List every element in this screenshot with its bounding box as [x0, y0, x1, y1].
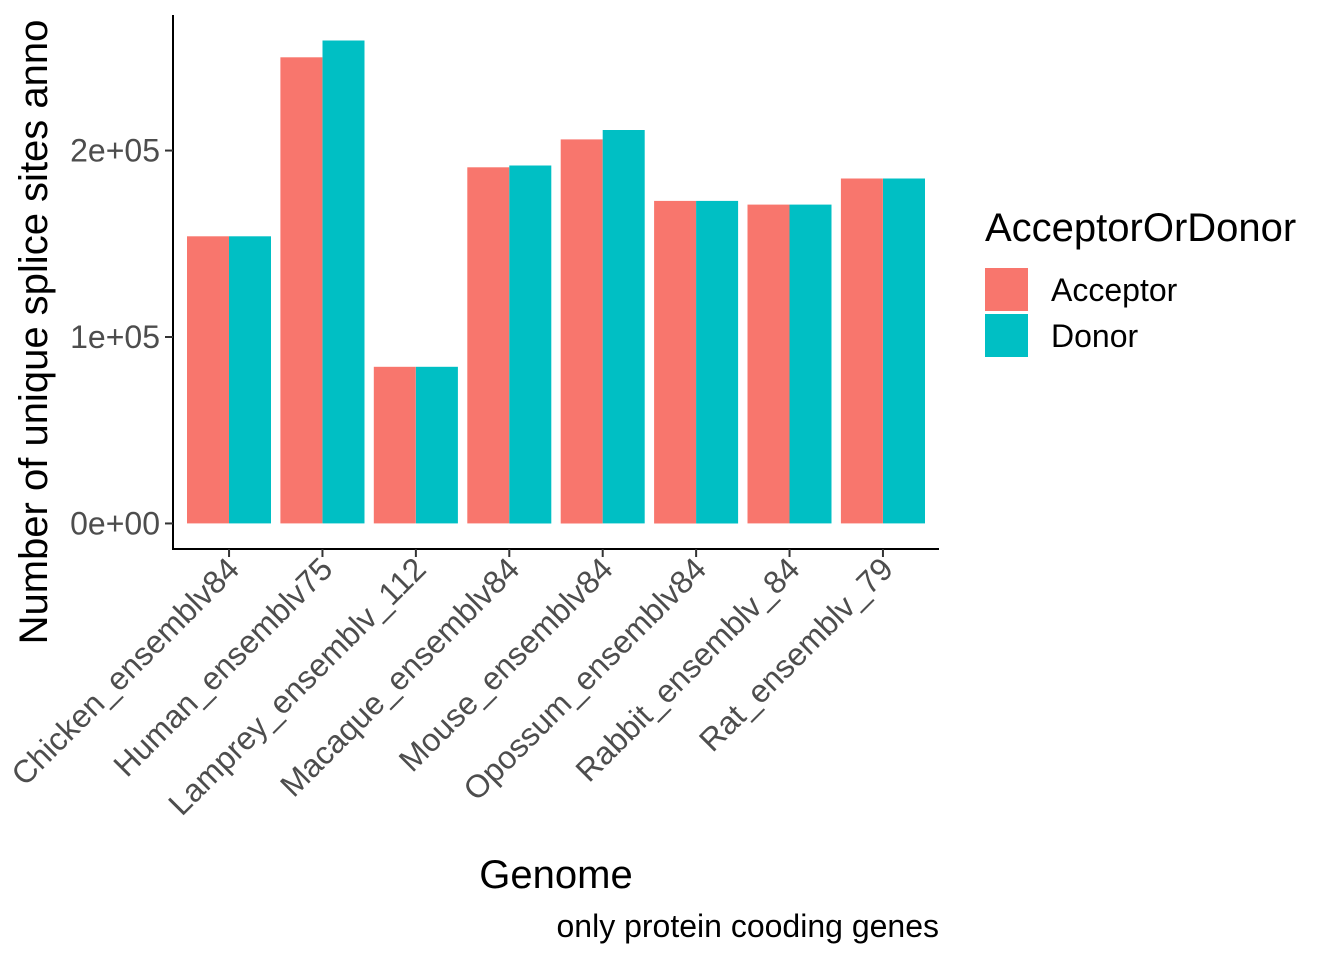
- bar-acceptor-rat-ensemblv-79: [840, 178, 883, 524]
- bar-acceptor-macaque-ensemblv84: [467, 167, 510, 524]
- x-ticks-group: Chicken_ensemblv84Human_ensemblv75Lampre…: [4, 549, 900, 822]
- bar-acceptor-chicken-ensemblv84: [187, 236, 229, 524]
- y-tick-label: 2e+05: [70, 133, 160, 169]
- bar-donor-rabbit-ensemblv-84: [789, 204, 832, 524]
- y-axis-title: Number of unique splice sites anno: [12, 20, 56, 645]
- legend-key-donor: [985, 314, 1028, 357]
- legend-label-acceptor: Acceptor: [1051, 272, 1178, 308]
- legend-title: AcceptorOrDonor: [985, 206, 1296, 250]
- bar-donor-opossum-ensemblv84: [696, 200, 739, 524]
- legend-label-donor: Donor: [1051, 318, 1139, 354]
- bars-group: [187, 40, 925, 524]
- bar-acceptor-rabbit-ensemblv-84: [747, 204, 790, 524]
- bar-donor-mouse-ensemblv84: [602, 130, 645, 524]
- chart-caption: only protein cooding genes: [557, 908, 940, 944]
- bar-acceptor-opossum-ensemblv84: [654, 200, 697, 524]
- bar-donor-lamprey-ensemblv-112: [415, 366, 458, 524]
- y-tick-label: 0e+00: [70, 505, 160, 541]
- bar-acceptor-mouse-ensemblv84: [560, 139, 603, 524]
- legend: AcceptorOrDonor Acceptor Donor: [985, 206, 1296, 357]
- bar-donor-human-ensemblv75: [322, 40, 365, 524]
- legend-key-acceptor: [985, 268, 1028, 311]
- bar-donor-macaque-ensemblv84: [509, 165, 552, 524]
- y-tick-label: 1e+05: [70, 319, 160, 355]
- bar-donor-rat-ensemblv-79: [883, 178, 925, 524]
- bar-acceptor-human-ensemblv75: [280, 57, 323, 524]
- x-axis-title: Genome: [479, 853, 632, 897]
- y-ticks-group: 0e+00 1e+05 2e+05: [70, 133, 173, 541]
- bar-donor-chicken-ensemblv84: [229, 236, 271, 524]
- bar-acceptor-lamprey-ensemblv-112: [373, 366, 416, 524]
